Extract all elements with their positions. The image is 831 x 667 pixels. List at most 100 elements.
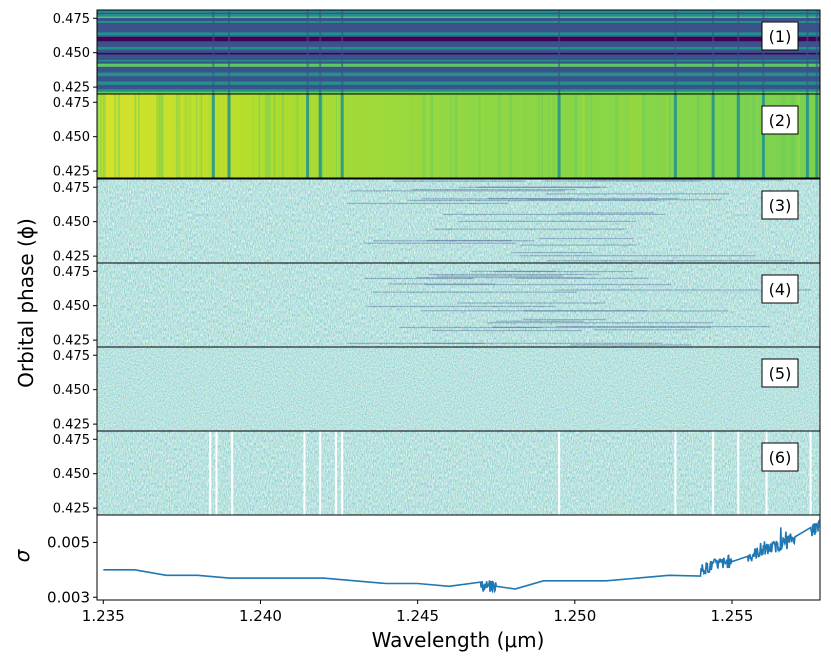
noise-field: [97, 263, 820, 347]
spectral-column: [278, 94, 281, 178]
sigma-line: [103, 518, 820, 594]
spectral-column: [320, 94, 324, 178]
spectral-column: [316, 94, 318, 178]
residual-band: [433, 228, 627, 230]
spectral-column: [797, 94, 800, 178]
stripe: [97, 36, 820, 42]
spectral-column: [114, 94, 117, 178]
spectral-column: [156, 94, 159, 178]
residual-band: [399, 326, 542, 329]
masked-column: [334, 431, 337, 515]
residual-band: [426, 239, 513, 242]
residual-band: [410, 189, 576, 191]
phase-tick-label: 0.475: [53, 265, 90, 280]
spectral-column: [415, 94, 417, 178]
residual-band: [519, 255, 756, 257]
spectral-column: [336, 94, 338, 178]
spectral-column: [630, 94, 632, 178]
spectral-column: [97, 94, 100, 178]
stripe: [97, 69, 820, 73]
telluric-line: [674, 10, 677, 94]
residual-band: [420, 310, 647, 312]
stripe: [97, 54, 820, 58]
x-tick-label: 1.245: [396, 607, 439, 625]
phase-tick-label: 0.475: [53, 96, 90, 111]
spectral-column: [102, 94, 104, 178]
stripe: [97, 57, 820, 61]
phase-tick-label: 0.475: [53, 181, 90, 196]
telluric-line: [761, 94, 765, 178]
stripe: [97, 64, 820, 68]
phase-tick-label: 0.450: [53, 215, 90, 230]
telluric-line: [212, 10, 215, 94]
spectral-column: [178, 94, 181, 178]
telluric-line: [306, 94, 310, 178]
stripe: [97, 23, 820, 27]
spectral-column: [639, 94, 643, 178]
residual-band: [527, 199, 722, 201]
residual-band: [372, 240, 535, 242]
stripe: [97, 26, 820, 30]
panel-label: (1): [769, 27, 792, 46]
stripe: [97, 61, 820, 65]
stripe: [97, 89, 820, 93]
spectral-column: [633, 94, 636, 178]
masked-column: [341, 431, 344, 515]
stripe: [97, 72, 820, 77]
spectral-column: [99, 94, 102, 178]
stripe: [97, 59, 820, 62]
heatmap-panels: (1) 0.425 0.450 0.475 (2) 0.425 0.450 0.475 (3) 0…: [53, 9, 821, 517]
stripe: [97, 17, 820, 22]
spectral-column: [268, 94, 271, 178]
spectral-column: [792, 94, 795, 178]
spectral-column: [753, 94, 756, 178]
spectral-column: [721, 94, 724, 178]
panel-4: (4) 0.425 0.450 0.475: [53, 262, 821, 349]
telluric-line: [318, 94, 322, 178]
residual-band: [458, 186, 608, 188]
phase-tick-label: 0.425: [53, 250, 90, 265]
spectral-column: [637, 94, 640, 178]
phase-tick-label: 0.450: [53, 299, 90, 314]
spectral-column: [347, 94, 351, 178]
phase-tick-label: 0.425: [53, 165, 90, 180]
spectral-column: [252, 94, 255, 178]
stripe: [97, 32, 820, 36]
stripe: [97, 52, 820, 55]
spectral-column: [454, 94, 456, 178]
telluric-line: [319, 10, 322, 94]
panel-body: [97, 431, 820, 515]
spectral-column: [697, 94, 699, 178]
spectral-column: [783, 94, 786, 178]
spectral-column: [159, 94, 161, 178]
phase-tick-label: 0.425: [53, 418, 90, 433]
masked-column: [319, 431, 322, 515]
stripe: [97, 14, 820, 18]
telluric-line: [737, 10, 740, 94]
noise-field: [97, 179, 820, 263]
panel-label-box: [761, 105, 799, 135]
masked-column: [765, 431, 768, 515]
panel-label: (3): [769, 196, 792, 215]
residual-band: [557, 212, 655, 214]
x-tick-label: 1.250: [553, 607, 596, 625]
stripe: [97, 66, 820, 70]
spectral-column: [426, 94, 430, 178]
panel-label: (2): [769, 111, 792, 130]
residual-band: [363, 242, 516, 244]
stripe: [97, 76, 820, 79]
spectral-column: [138, 94, 140, 178]
x-tick-label: 1.255: [711, 607, 754, 625]
spectral-column: [436, 94, 438, 178]
residual-band: [373, 291, 577, 293]
sigma-frame: [96, 514, 821, 601]
stripe: [97, 21, 820, 24]
residual-band: [437, 275, 563, 277]
spectral-column: [697, 94, 701, 178]
stripe: [97, 47, 820, 50]
spectral-column: [433, 94, 435, 178]
spectral-column: [156, 94, 158, 178]
residual-band: [388, 283, 496, 285]
spectral-column: [457, 94, 461, 178]
